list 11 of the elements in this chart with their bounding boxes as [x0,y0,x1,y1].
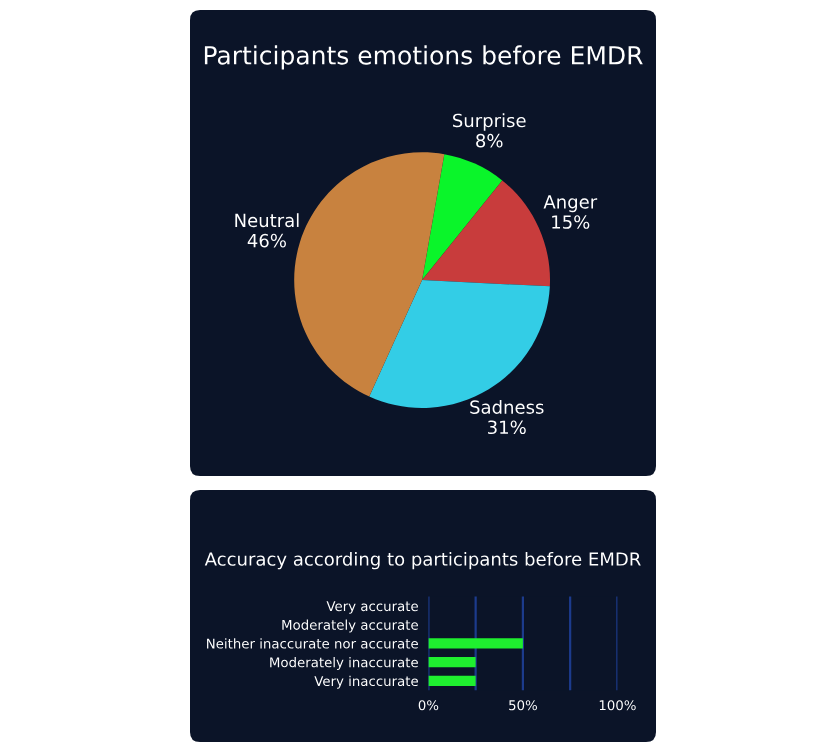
data-label: 15% [552,215,590,229]
data-label: 31% [488,420,526,435]
pie-slice [422,154,503,281]
chart-title: Accuracy according to participants before EMDR [204,551,641,570]
chart-title: Participants emotions before EMDR [204,45,643,70]
slice-label: Neutral [235,213,299,228]
slice-label: Anger [543,195,598,213]
data-label: 46% [247,233,286,248]
data-label: 8% [476,133,503,148]
slice-label: Sadness [470,399,544,414]
slice-label: Surprise [453,113,526,131]
